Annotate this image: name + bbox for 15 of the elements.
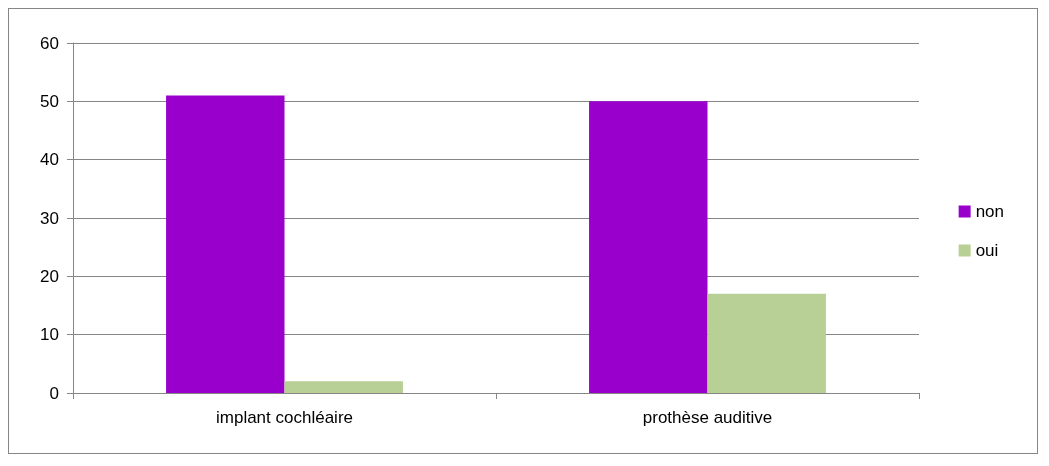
y-tick-label: 50 xyxy=(40,91,59,111)
y-tick-label: 30 xyxy=(40,208,59,228)
y-tick-label: 60 xyxy=(40,33,59,53)
y-tick-label: 20 xyxy=(40,266,59,286)
x-tick-label: implant cochléaire xyxy=(215,408,354,427)
legend-label: oui xyxy=(975,241,999,260)
y-tick-label: 10 xyxy=(40,325,59,345)
bar xyxy=(589,101,708,393)
bar xyxy=(166,95,285,393)
legend-label: non xyxy=(975,202,1005,221)
bar xyxy=(707,293,826,393)
bar xyxy=(284,381,403,393)
x-tick-label: prothèse auditive xyxy=(642,408,773,427)
y-tick-label: 40 xyxy=(40,150,59,170)
y-tick-label: 0 xyxy=(49,383,59,403)
